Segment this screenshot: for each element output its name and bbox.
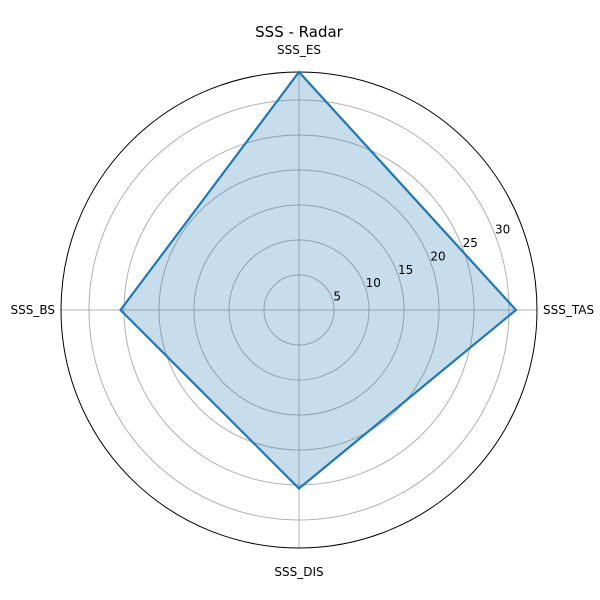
r-tick-20: 20 [430,249,445,263]
r-tick-10: 10 [366,276,381,290]
angular-grid [61,72,537,548]
r-tick-5: 5 [333,290,341,304]
r-tick-30: 30 [495,223,510,237]
r-tick-25: 25 [463,236,478,250]
chart-title: SSS - Radar [255,23,344,41]
category-label-SSS_TAS: SSS_TAS [543,303,594,317]
series-layer [119,70,518,490]
category-label-SSS_ES: SSS_ES [277,43,321,57]
series-polygon-0 [119,70,518,490]
radial-tick-labels: 5 10 15 20 25 30 [333,223,510,304]
category-label-SSS_BS: SSS_BS [11,303,56,317]
category-label-SSS_DIS: SSS_DIS [274,565,323,579]
r-tick-15: 15 [398,263,413,277]
category-labels: SSS_TAS SSS_ES SSS_BS SSS_DIS [11,43,595,579]
